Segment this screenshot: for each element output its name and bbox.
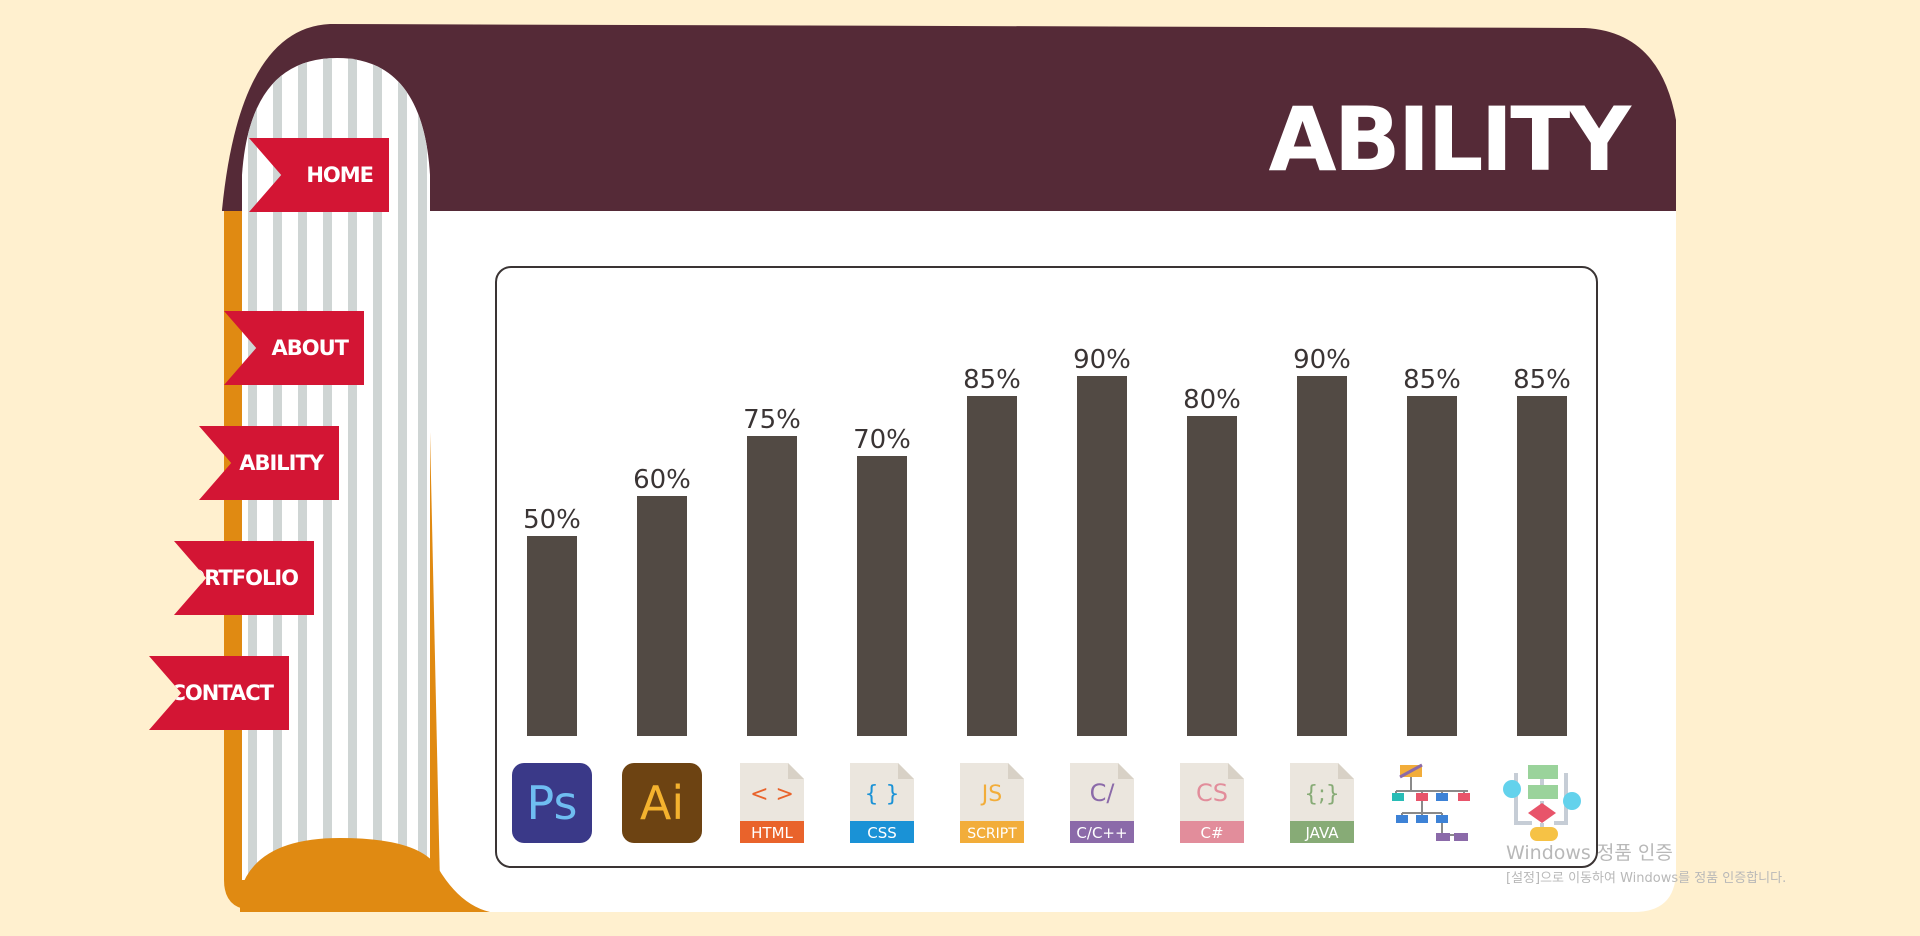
file-icon-label: C/C++ <box>1076 824 1127 842</box>
watermark-title: Windows 정품 인증 <box>1506 842 1673 864</box>
nav-tab-label: ABILITY <box>239 451 324 475</box>
css-file-icon: { } CSS <box>842 763 922 843</box>
bar-photoshop <box>527 536 577 736</box>
bar-value-label: 85% <box>1513 365 1571 395</box>
html-file-icon: < > HTML <box>732 763 812 843</box>
bar-value-label: 90% <box>1073 345 1131 375</box>
nav-tab-label: CONTACT <box>170 681 274 705</box>
file-icon-symbol: < > <box>750 782 794 807</box>
bar-algorithm <box>1517 396 1567 736</box>
bar-c- <box>1187 416 1237 736</box>
file-icon-symbol: JS <box>980 782 1002 807</box>
watermark-subtitle: [설정]으로 이동하여 Windows를 정품 인증합니다. <box>1506 871 1787 886</box>
bar-illustrator <box>637 496 687 736</box>
photoshop-icon: Ps <box>512 763 592 843</box>
bar-c-c- <box>1077 376 1127 736</box>
hierarchy-diagram-icon <box>1392 763 1472 843</box>
photoshop-icon-label: Ps <box>527 776 578 830</box>
file-icon-symbol: { } <box>865 782 900 807</box>
nav-tab-label: ABOUT <box>271 336 349 360</box>
java-file-icon: {;} JAVA <box>1282 763 1362 843</box>
javascript-file-icon: JS SCRIPT <box>952 763 1032 843</box>
bar-value-label: 70% <box>853 425 911 455</box>
skills-chart-panel: 50% 60% 75% 70% 85% 90% 80% 90% 85% 85% Ps Ai < >… <box>495 266 1598 868</box>
illustrator-icon-label: Ai <box>640 776 684 830</box>
file-icon-symbol: CS <box>1196 779 1228 807</box>
bar-value-label: 80% <box>1183 385 1241 415</box>
csharp-file-icon: CS C# <box>1172 763 1252 843</box>
flowchart-icon <box>1502 763 1582 843</box>
bar-java <box>1297 376 1347 736</box>
windows-activation-watermark: Windows 정품 인증 [설정]으로 이동하여 Windows를 정품 인증… <box>1506 838 1786 886</box>
file-icon-label: C# <box>1200 824 1223 842</box>
skills-bar-chart: 50% 60% 75% 70% 85% 90% 80% 90% 85% 85% <box>523 345 1571 736</box>
illustrator-icon: Ai <box>622 763 702 843</box>
bar-data-structure <box>1407 396 1457 736</box>
file-icon-label: HTML <box>751 824 793 842</box>
file-icon-label: JAVA <box>1304 824 1339 842</box>
bar-html <box>747 436 797 736</box>
bar-javascript <box>967 396 1017 736</box>
file-icon-label: CSS <box>867 824 897 842</box>
bar-value-label: 60% <box>633 465 691 495</box>
file-icon-label: SCRIPT <box>967 826 1017 842</box>
bar-value-label: 50% <box>523 505 581 535</box>
bar-value-label: 75% <box>743 405 801 435</box>
header-bar <box>222 24 1676 211</box>
nav-tab-label: HOME <box>306 163 374 187</box>
file-icon-symbol: {;} <box>1304 782 1339 807</box>
bar-value-label: 85% <box>963 365 1021 395</box>
nav-tab-about[interactable]: ABOUT <box>224 311 364 385</box>
c-cpp-file-icon: C/ C/C++ <box>1062 763 1142 843</box>
file-icon-symbol: C/ <box>1090 779 1116 807</box>
bar-value-label: 90% <box>1293 345 1351 375</box>
bar-value-label: 85% <box>1403 365 1461 395</box>
page-title: ABILITY <box>1268 88 1631 191</box>
bar-css <box>857 456 907 736</box>
book-bottom-curl <box>240 838 490 912</box>
